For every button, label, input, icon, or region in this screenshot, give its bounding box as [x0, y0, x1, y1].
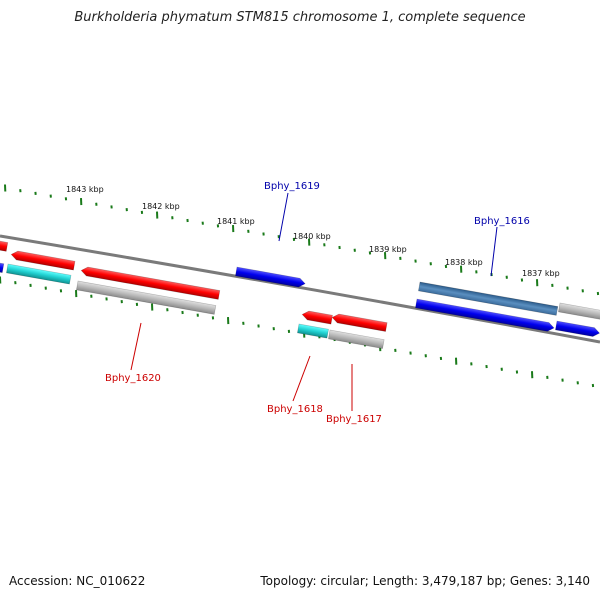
kbp-label-1843: 1843 kbp	[66, 185, 104, 194]
gene-red-edge[interactable]	[0, 240, 9, 252]
gene-label-bphy-1618[interactable]: Bphy_1618	[267, 404, 323, 415]
pseudo-bphy-1620[interactable]	[76, 280, 217, 315]
kbp-label-1838: 1838 kbp	[445, 258, 483, 267]
kbp-label-1837: 1837 kbp	[522, 269, 560, 278]
accession-text: Accession: NC_010622	[9, 574, 146, 588]
leader-line-bphy-1620	[130, 322, 142, 371]
gene-red-a[interactable]	[10, 250, 76, 271]
leader-line-bphy-1618	[292, 355, 311, 402]
gene-label-bphy-1620[interactable]: Bphy_1620	[105, 373, 161, 384]
chromosome-backbone	[0, 234, 600, 344]
gene-bphy-1616[interactable]	[415, 298, 555, 332]
cds-cyan-a[interactable]	[6, 263, 72, 285]
gene-bphy-1620[interactable]	[80, 266, 221, 300]
cds-bphy-1616[interactable]	[418, 281, 559, 316]
upper-tick-track	[4, 184, 600, 296]
gene-features	[0, 240, 600, 349]
map-title: Burkholderia phymatum STM815 chromosome …	[74, 10, 526, 25]
gene-bphy-1619[interactable]	[235, 266, 306, 288]
kbp-label-1840: 1840 kbp	[293, 232, 331, 241]
topology-summary: Topology: circular; Length: 3,479,187 bp…	[260, 574, 590, 588]
leader-line-bphy-1619	[278, 192, 289, 242]
lower-tick-track	[0, 276, 595, 388]
pseudo-right-edge[interactable]	[558, 302, 600, 321]
cds-bphy-1618[interactable]	[297, 323, 329, 339]
kbp-label-1842: 1842 kbp	[142, 202, 180, 211]
kbp-label-1839: 1839 kbp	[369, 245, 407, 254]
kbp-label-1841: 1841 kbp	[217, 217, 255, 226]
leader-line-bphy-1616	[490, 226, 498, 277]
gene-label-bphy-1617[interactable]: Bphy_1617	[326, 414, 382, 425]
gene-bphy-1618[interactable]	[301, 310, 333, 325]
gene-label-bphy-1616[interactable]: Bphy_1616	[474, 216, 530, 227]
pseudo-bphy-1617[interactable]	[328, 329, 385, 349]
gene-bphy-1617[interactable]	[331, 313, 388, 332]
gene-blue-right-edge[interactable]	[555, 320, 600, 338]
gene-label-bphy-1619[interactable]: Bphy_1619	[264, 181, 320, 192]
gene-blue-edge[interactable]	[0, 261, 5, 273]
